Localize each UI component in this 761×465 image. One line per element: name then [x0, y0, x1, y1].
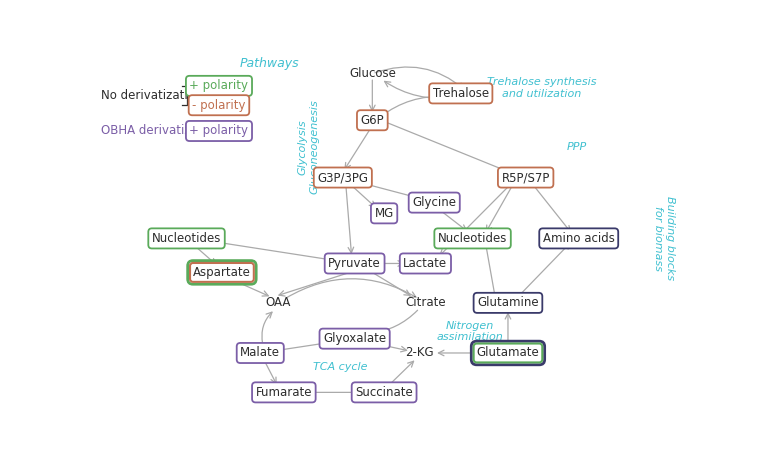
Text: TCA cycle: TCA cycle	[313, 362, 367, 372]
Text: Aspartate: Aspartate	[193, 266, 251, 279]
Text: Pyruvate: Pyruvate	[328, 257, 381, 270]
Text: Glutamate: Glutamate	[476, 346, 540, 359]
Text: Citrate: Citrate	[405, 296, 446, 309]
Text: Glucose: Glucose	[349, 67, 396, 80]
Text: + polarity: + polarity	[189, 125, 249, 138]
Text: Malate: Malate	[240, 346, 280, 359]
Text: Trehalose: Trehalose	[433, 87, 489, 100]
Text: 2-KG: 2-KG	[405, 346, 434, 359]
Text: Nucleotides: Nucleotides	[438, 232, 508, 245]
Text: R5P/S7P: R5P/S7P	[501, 171, 550, 184]
Text: MG: MG	[374, 207, 393, 220]
Text: Glycolysis
Gluconeogenesis: Glycolysis Gluconeogenesis	[298, 100, 320, 194]
Text: No derivatization: No derivatization	[101, 89, 202, 102]
Text: - polarity: - polarity	[193, 99, 246, 112]
Text: Glycine: Glycine	[412, 196, 457, 209]
Text: G3P/3PG: G3P/3PG	[317, 171, 368, 184]
Text: Trehalose synthesis
and utilization: Trehalose synthesis and utilization	[487, 77, 597, 99]
Text: OBHA derivatization: OBHA derivatization	[101, 125, 221, 138]
Text: Glutamine: Glutamine	[477, 296, 539, 309]
Text: Glyoxalate: Glyoxalate	[323, 332, 386, 345]
Text: Building blocks
for biomass: Building blocks for biomass	[654, 196, 675, 280]
Text: Aspartate: Aspartate	[193, 266, 251, 279]
Text: PPP: PPP	[567, 142, 587, 152]
Text: Glutamate: Glutamate	[476, 346, 540, 359]
Text: Fumarate: Fumarate	[256, 386, 312, 399]
Text: G6P: G6P	[361, 114, 384, 127]
Text: Pathways: Pathways	[240, 57, 299, 70]
Text: Amino acids: Amino acids	[543, 232, 615, 245]
Text: Nucleotides: Nucleotides	[152, 232, 221, 245]
Text: Succinate: Succinate	[355, 386, 413, 399]
Text: + polarity: + polarity	[189, 80, 249, 93]
Text: Lactate: Lactate	[403, 257, 447, 270]
Text: OAA: OAA	[266, 296, 291, 309]
Text: Nitrogen
assimilation: Nitrogen assimilation	[437, 321, 504, 342]
